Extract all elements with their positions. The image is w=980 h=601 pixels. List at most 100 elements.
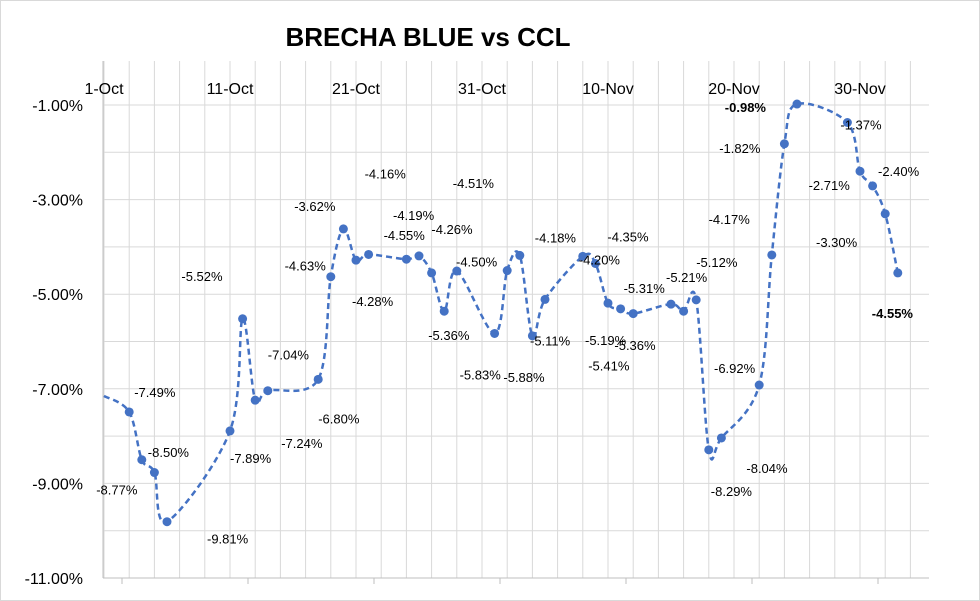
data-label: -6.92%	[714, 361, 756, 376]
data-label: -5.88%	[503, 370, 545, 385]
data-label: -7.24%	[281, 436, 323, 451]
data-point	[792, 99, 802, 109]
data-point	[452, 266, 462, 276]
y-tick-label: -1.00%	[32, 98, 83, 115]
data-label: -0.98%	[725, 100, 767, 115]
data-label: -1.37%	[840, 118, 882, 133]
data-point	[124, 407, 134, 417]
data-label: -6.80%	[318, 411, 360, 426]
data-label: -8.50%	[148, 445, 190, 460]
data-label: -7.49%	[134, 385, 176, 400]
x-tick-label: 30-Nov	[834, 81, 886, 98]
data-point	[704, 445, 714, 455]
data-label: -4.20%	[579, 252, 621, 267]
data-point	[250, 395, 260, 405]
data-label: -2.71%	[809, 178, 851, 193]
data-label: -9.81%	[207, 532, 249, 547]
data-label: -8.77%	[96, 483, 138, 498]
data-point	[263, 386, 273, 396]
data-label: -4.17%	[709, 212, 751, 227]
data-point	[679, 306, 689, 316]
data-point	[502, 266, 512, 276]
data-label: -5.11%	[530, 333, 571, 348]
data-label: -4.35%	[607, 229, 649, 244]
data-label: -5.31%	[624, 281, 666, 296]
chart-title: BRECHA BLUE vs CCL	[285, 22, 570, 52]
data-point	[842, 118, 852, 128]
data-label: -5.36%	[428, 328, 470, 343]
y-tick-label: -5.00%	[32, 287, 83, 304]
data-point	[767, 250, 777, 260]
data-label: -7.04%	[268, 348, 310, 363]
data-label: -4.19%	[393, 208, 435, 223]
data-point	[364, 249, 374, 259]
data-label: -3.30%	[816, 235, 858, 250]
x-tick-label: 21-Oct	[332, 81, 381, 98]
y-tick-label: -7.00%	[32, 382, 83, 399]
data-label: -5.19%	[585, 333, 627, 348]
data-label: -4.16%	[365, 166, 407, 181]
data-point	[401, 254, 411, 264]
data-label: -4.50%	[456, 255, 498, 270]
data-label: -7.89%	[230, 451, 272, 466]
y-tick-label: -3.00%	[32, 193, 83, 210]
data-point	[716, 433, 726, 443]
data-point	[868, 181, 878, 191]
data-point	[578, 251, 588, 261]
data-label: -5.36%	[614, 338, 656, 353]
data-point	[162, 517, 172, 527]
x-tick-label: 1-Oct	[84, 81, 124, 98]
data-label: -1.82%	[719, 141, 761, 156]
data-point	[238, 314, 248, 324]
data-label: -4.18%	[535, 230, 577, 245]
x-tick-label: 11-Oct	[207, 81, 254, 98]
data-point	[225, 426, 235, 436]
data-label: -5.21%	[666, 270, 708, 285]
y-tick-label: -9.00%	[32, 476, 83, 493]
data-point	[540, 294, 550, 304]
data-point	[855, 166, 865, 176]
data-point	[880, 209, 890, 219]
data-label: -8.04%	[746, 461, 788, 476]
y-tick-label: -11.00%	[25, 571, 83, 588]
data-label: -4.28%	[352, 294, 394, 309]
data-point	[754, 380, 764, 390]
data-point	[666, 299, 676, 309]
data-label: -4.51%	[453, 176, 495, 191]
data-point	[351, 255, 361, 265]
data-point	[490, 328, 500, 338]
data-point	[590, 258, 600, 268]
data-point	[616, 304, 626, 314]
data-label: -4.63%	[285, 259, 327, 274]
data-point	[439, 306, 449, 316]
data-point	[893, 268, 903, 278]
data-label: -5.12%	[696, 255, 738, 270]
data-label: -4.26%	[431, 222, 473, 237]
data-point	[691, 295, 701, 305]
data-point	[527, 331, 537, 341]
x-tick-label: 10-Nov	[582, 81, 634, 98]
data-point	[427, 268, 437, 278]
x-tick-label: 20-Nov	[708, 81, 760, 98]
data-point	[338, 224, 348, 234]
data-point	[515, 250, 525, 260]
x-tick-label: 31-Oct	[458, 81, 507, 98]
data-point	[326, 272, 336, 282]
data-point	[149, 468, 159, 478]
data-label: -5.83%	[460, 367, 502, 382]
data-point	[414, 251, 424, 261]
data-label: -5.52%	[181, 269, 223, 284]
data-label: -4.55%	[872, 306, 914, 321]
data-label: -5.41%	[588, 359, 630, 374]
data-point	[779, 139, 789, 149]
data-point	[313, 374, 323, 384]
series-line	[103, 102, 900, 524]
data-point	[137, 455, 147, 465]
data-label: -4.55%	[384, 228, 426, 243]
data-label: -3.62%	[294, 199, 336, 214]
data-label: -8.29%	[711, 484, 753, 499]
data-label: -2.40%	[878, 164, 920, 179]
data-point	[628, 309, 638, 319]
